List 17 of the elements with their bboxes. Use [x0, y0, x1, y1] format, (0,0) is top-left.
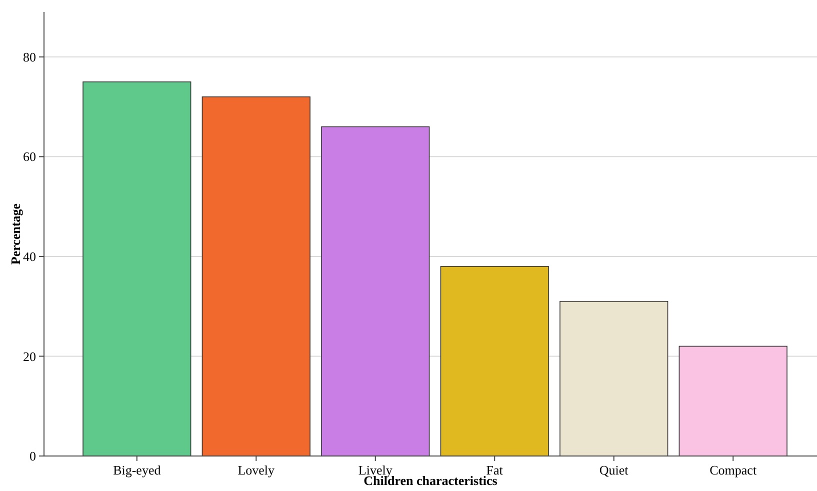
x-tick-label: Fat	[486, 462, 504, 478]
y-axis-title: Percentage	[8, 203, 23, 265]
bar	[202, 96, 310, 456]
bar	[560, 300, 668, 456]
bar	[678, 346, 788, 456]
x-tick-label: Compact	[710, 462, 757, 478]
y-tick-label: 0	[30, 448, 36, 464]
bar	[440, 266, 549, 456]
x-tick-label: Lovely	[238, 462, 276, 478]
bar	[321, 126, 430, 456]
y-tick-label: 60	[23, 149, 36, 164]
y-tick-label: 20	[23, 348, 36, 364]
bar	[82, 81, 192, 456]
y-tick-label: 40	[23, 249, 36, 264]
x-tick-label: Big-eyed	[113, 462, 162, 478]
x-tick-label: Quiet	[599, 462, 629, 478]
y-tick-label: 80	[23, 49, 36, 64]
